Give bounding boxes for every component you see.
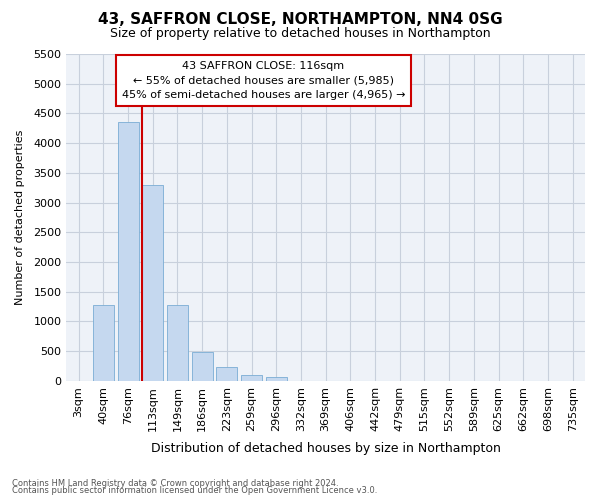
Text: Size of property relative to detached houses in Northampton: Size of property relative to detached ho…	[110, 28, 490, 40]
Text: 43 SAFFRON CLOSE: 116sqm
← 55% of detached houses are smaller (5,985)
45% of sem: 43 SAFFRON CLOSE: 116sqm ← 55% of detach…	[122, 60, 405, 100]
Bar	[191, 352, 212, 381]
Bar	[118, 122, 139, 381]
Bar	[241, 375, 262, 381]
Bar	[93, 306, 114, 381]
Y-axis label: Number of detached properties: Number of detached properties	[15, 130, 25, 305]
Text: Contains HM Land Registry data © Crown copyright and database right 2024.: Contains HM Land Registry data © Crown c…	[12, 478, 338, 488]
Bar	[142, 185, 163, 381]
Bar	[266, 378, 287, 381]
Bar	[217, 367, 238, 381]
X-axis label: Distribution of detached houses by size in Northampton: Distribution of detached houses by size …	[151, 442, 500, 455]
Text: Contains public sector information licensed under the Open Government Licence v3: Contains public sector information licen…	[12, 486, 377, 495]
Bar	[167, 305, 188, 381]
Text: 43, SAFFRON CLOSE, NORTHAMPTON, NN4 0SG: 43, SAFFRON CLOSE, NORTHAMPTON, NN4 0SG	[98, 12, 502, 28]
